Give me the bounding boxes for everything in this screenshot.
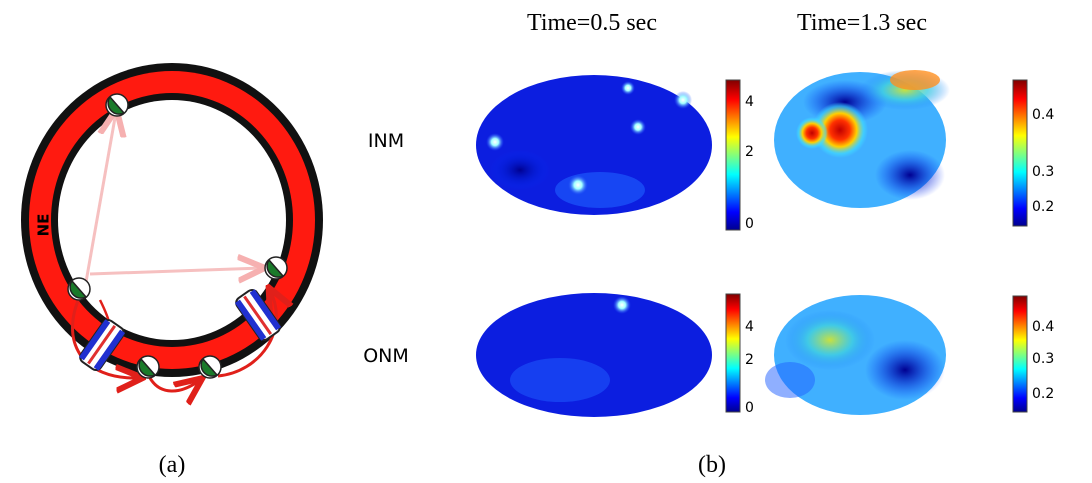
row-label: INM [368, 130, 404, 152]
colorbar-tick-label: 0.4 [1032, 319, 1054, 335]
column-title: Time=1.3 sec [797, 10, 927, 36]
caption: (b) [698, 452, 726, 478]
colorbar-tick-label: 0.2 [1032, 199, 1054, 215]
colorbar [725, 293, 741, 413]
map [476, 293, 712, 417]
row-label: ONM [363, 345, 409, 367]
colorbar [725, 79, 741, 231]
map [476, 75, 712, 215]
colorbar-tick-label: 2 [745, 352, 754, 368]
colorbar-tick-label: 4 [745, 94, 754, 110]
column-title: Time=0.5 sec [527, 10, 657, 36]
colorbar-tick-label: 4 [745, 319, 754, 335]
colorbar-tick-label: 0 [745, 400, 754, 416]
colorbar-tick-label: 0.3 [1032, 164, 1054, 180]
ring-label: NE [35, 214, 53, 237]
colorbar-tick-label: 0 [745, 216, 754, 232]
map [765, 295, 946, 415]
colorbar-ticks: 4 2 0 0.4 0.3 0.2 4 2 0 0.4 0.3 0.2 [745, 94, 1054, 416]
colorbar-tick-label: 0.3 [1032, 351, 1054, 367]
map [774, 70, 950, 208]
colorbar [1012, 295, 1028, 413]
colorbar-tick-label: 2 [745, 144, 754, 160]
ring-diagram: NE [21, 63, 323, 391]
colorbar-tick-label: 0.2 [1032, 386, 1054, 402]
colorbar [1012, 79, 1028, 227]
colorbar-tick-label: 0.4 [1032, 107, 1054, 123]
caption: (a) [159, 452, 186, 478]
